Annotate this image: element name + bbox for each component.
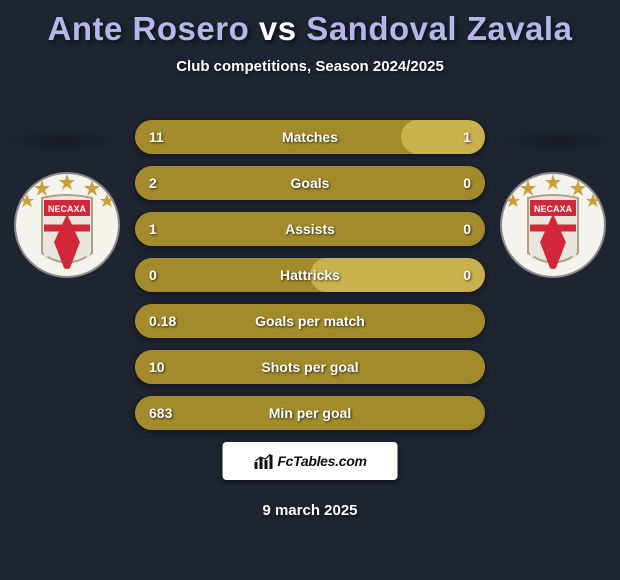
stat-row: 1Assists0 <box>135 212 485 246</box>
title-vs: vs <box>259 10 297 47</box>
page-title: Ante Rosero vs Sandoval Zavala <box>0 0 620 48</box>
title-suffix: Sandoval Zavala <box>297 10 573 47</box>
title-prefix: Ante Rosero <box>48 10 259 47</box>
stat-label: Goals <box>135 166 485 200</box>
stat-value-right: 0 <box>463 166 471 200</box>
stat-row: 10Shots per goal <box>135 350 485 384</box>
necaxa-crest-icon: NECAXA <box>498 170 608 280</box>
badge-text-right: NECAXA <box>534 204 573 214</box>
badge-shadow-left <box>8 130 116 152</box>
club-badge-left: NECAXA <box>12 170 122 280</box>
badge-shadow-right <box>504 130 612 152</box>
brand-text: FcTables.com <box>277 453 366 469</box>
stat-row: 0Hattricks0 <box>135 258 485 292</box>
stat-value-right: 0 <box>463 212 471 246</box>
necaxa-crest-icon: NECAXA <box>12 170 122 280</box>
stat-row: 11Matches1 <box>135 120 485 154</box>
stat-label: Assists <box>135 212 485 246</box>
stat-label: Goals per match <box>135 304 485 338</box>
stat-label: Min per goal <box>135 396 485 430</box>
subtitle: Club competitions, Season 2024/2025 <box>0 58 620 75</box>
stat-row: 2Goals0 <box>135 166 485 200</box>
badge-text-left: NECAXA <box>48 204 87 214</box>
club-badge-right: NECAXA <box>498 170 608 280</box>
stat-row: 683Min per goal <box>135 396 485 430</box>
date-label: 9 march 2025 <box>0 502 620 519</box>
branding-badge: FcTables.com <box>223 442 398 480</box>
stat-label: Shots per goal <box>135 350 485 384</box>
stat-row: 0.18Goals per match <box>135 304 485 338</box>
stat-label: Hattricks <box>135 258 485 292</box>
stat-label: Matches <box>135 120 485 154</box>
stat-value-right: 1 <box>463 120 471 154</box>
bar-chart-icon <box>253 452 273 470</box>
stat-value-right: 0 <box>463 258 471 292</box>
stats-container: 11Matches12Goals01Assists00Hattricks00.1… <box>135 120 485 442</box>
